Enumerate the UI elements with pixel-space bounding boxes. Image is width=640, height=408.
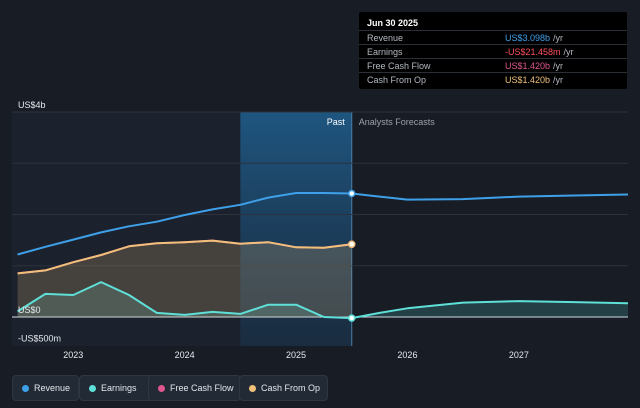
tooltip-label: Revenue xyxy=(367,33,404,43)
legend-dot-icon xyxy=(158,385,165,392)
forecast-label: Analysts Forecasts xyxy=(359,117,436,127)
legend-label: Cash From Op xyxy=(261,383,321,393)
past-label: Past xyxy=(327,117,346,127)
x-tick-label: 2026 xyxy=(397,350,417,360)
y-tick-label: US$0 xyxy=(18,305,41,315)
legend-item-free-cash-flow[interactable]: Free Cash Flow xyxy=(148,375,241,401)
tooltip-row-earnings: Earnings -US$21.458m/yr xyxy=(359,44,627,59)
area-cash-from-op xyxy=(17,240,352,317)
legend-dot-icon xyxy=(22,385,29,392)
marker-revenue xyxy=(347,189,356,198)
tooltip-value: US$1.420b/yr xyxy=(505,75,564,85)
marker-earnings xyxy=(347,314,356,322)
tooltip-date: Jun 30 2025 xyxy=(367,18,419,28)
tooltip-row-cash-from-op: Cash From Op US$1.420b/yr xyxy=(359,72,627,87)
legend-label: Earnings xyxy=(101,383,137,393)
tooltip-value: US$3.098b/yr xyxy=(505,33,564,43)
legend-item-cash-from-op[interactable]: Cash From Op xyxy=(239,375,328,401)
x-tick-label: 2024 xyxy=(175,350,195,360)
y-tick-label: US$4b xyxy=(18,100,46,110)
data-tooltip: Jun 30 2025 Revenue US$3.098b/yr Earning… xyxy=(359,12,627,89)
x-tick-label: 2027 xyxy=(509,350,529,360)
x-tick-label: 2025 xyxy=(286,350,306,360)
tooltip-value: US$1.420b/yr xyxy=(505,61,564,71)
legend-item-revenue[interactable]: Revenue xyxy=(12,375,79,401)
legend-item-earnings[interactable]: Earnings xyxy=(79,375,156,401)
tooltip-label: Earnings xyxy=(367,47,403,57)
tooltip-row-free-cash-flow: Free Cash Flow US$1.420b/yr xyxy=(359,58,627,73)
y-tick-label: -US$500m xyxy=(18,334,61,344)
area-earnings xyxy=(17,282,629,319)
line-revenue xyxy=(17,192,629,256)
tooltip-label: Free Cash Flow xyxy=(367,61,431,71)
x-tick-label: 2023 xyxy=(63,350,83,360)
tooltip-value: -US$21.458m/yr xyxy=(505,47,574,57)
tooltip-label: Cash From Op xyxy=(367,75,427,85)
legend-dot-icon xyxy=(249,385,256,392)
legend-label: Free Cash Flow xyxy=(170,383,234,393)
line-cash-from-op xyxy=(17,239,352,275)
marker-cash-from-op xyxy=(347,240,356,248)
legend-label: Revenue xyxy=(34,383,71,393)
legend-dot-icon xyxy=(89,385,96,392)
tooltip-row-revenue: Revenue US$3.098b/yr xyxy=(359,30,627,45)
line-earnings xyxy=(17,281,629,320)
